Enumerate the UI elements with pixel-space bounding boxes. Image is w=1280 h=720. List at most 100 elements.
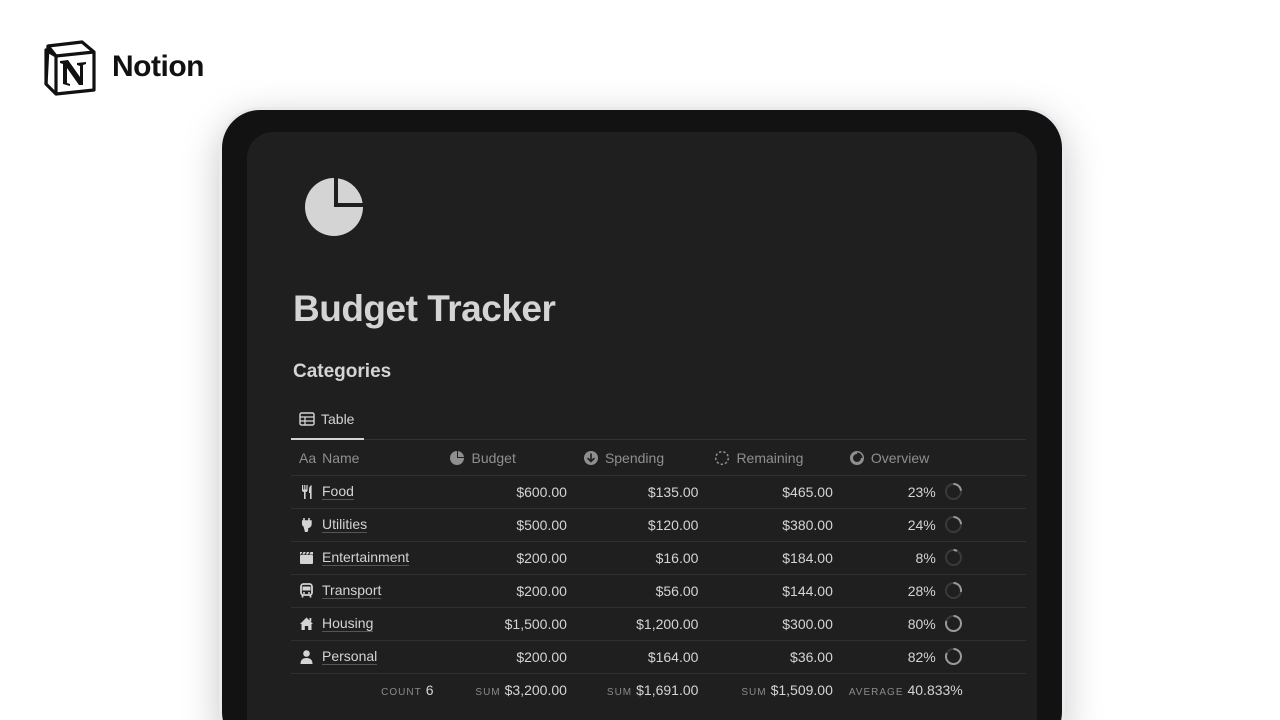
footer-remaining-sum[interactable]: SUM $1,509.00 <box>741 682 833 699</box>
row-name[interactable]: Housing <box>322 615 374 632</box>
column-header-remaining[interactable]: Remaining <box>706 441 841 476</box>
cell-spending[interactable]: $135.00 <box>574 475 707 509</box>
cell-empty <box>970 574 1026 608</box>
cell-overview[interactable]: 23% <box>840 475 971 509</box>
column-header-name[interactable]: Aa Name <box>291 441 442 476</box>
cell-overview[interactable]: 8% <box>840 541 971 575</box>
cell-empty <box>970 508 1026 542</box>
table-icon <box>299 412 315 426</box>
footer-count[interactable]: COUNT 6 <box>381 682 434 699</box>
view-tabs: Table <box>291 400 1026 440</box>
overview-percent: 28% <box>907 582 936 599</box>
person-icon <box>300 650 313 664</box>
bus-icon <box>300 583 313 598</box>
pie-chart-icon <box>305 178 363 236</box>
footer-empty <box>971 673 1026 707</box>
row-name[interactable]: Entertainment <box>322 549 410 566</box>
cell-spending[interactable]: $164.00 <box>574 640 707 674</box>
cell-overview[interactable]: 28% <box>840 574 971 608</box>
table-header-row: Aa Name Budget <box>291 441 1026 476</box>
column-header-spending[interactable]: Spending <box>574 441 707 476</box>
cell-budget[interactable]: $200.00 <box>441 574 575 608</box>
footer-budget-sum[interactable]: SUM $3,200.00 <box>475 682 567 699</box>
progress-ring-icon <box>849 450 864 465</box>
cell-overview[interactable]: 82% <box>840 640 971 674</box>
footer-spending-sum[interactable]: SUM $1,691.00 <box>606 682 699 699</box>
house-icon <box>300 617 313 630</box>
plug-icon <box>302 518 312 532</box>
column-header-empty <box>970 441 1026 476</box>
cell-empty <box>970 541 1026 575</box>
cell-budget[interactable]: $200.00 <box>441 640 575 674</box>
column-label: Budget <box>471 449 516 466</box>
row-name[interactable]: Food <box>322 483 354 500</box>
tablet-frame: Budget Tracker Categories Table Aa <box>222 110 1062 720</box>
footer-overview-average[interactable]: AVERAGE 40.833% <box>848 682 963 699</box>
section-title: Categories <box>293 361 392 382</box>
row-name[interactable]: Personal <box>322 648 378 665</box>
categories-table: Aa Name Budget <box>291 441 1026 707</box>
cell-spending[interactable]: $120.00 <box>574 508 707 542</box>
progress-ring <box>944 516 962 533</box>
cell-remaining[interactable]: $465.00 <box>706 475 841 509</box>
cell-name[interactable]: Personal <box>291 640 442 674</box>
cell-empty <box>970 640 1026 674</box>
notion-logo-icon <box>44 40 96 96</box>
tab-table[interactable]: Table <box>291 400 364 440</box>
column-label: Overview <box>870 449 930 466</box>
cell-name[interactable]: Transport <box>291 574 442 608</box>
cell-remaining[interactable]: $184.00 <box>706 541 841 575</box>
pie-chart-icon <box>450 450 465 465</box>
cell-spending[interactable]: $56.00 <box>574 574 707 608</box>
overview-percent: 8% <box>915 549 936 566</box>
notion-page: Budget Tracker Categories Table Aa <box>247 132 1037 720</box>
cell-budget[interactable]: $1,500.00 <box>441 607 575 641</box>
cell-name[interactable]: Utilities <box>291 508 442 542</box>
cell-budget[interactable]: $500.00 <box>441 508 575 542</box>
cell-empty <box>970 607 1026 641</box>
table-row[interactable]: Housing $1,500.00 $1,200.00 $300.00 80% <box>291 607 1026 641</box>
fork-knife-icon <box>302 485 312 499</box>
cell-budget[interactable]: $600.00 <box>441 475 575 509</box>
column-header-budget[interactable]: Budget <box>441 441 575 476</box>
cell-spending[interactable]: $1,200.00 <box>574 607 707 641</box>
progress-ring <box>944 582 962 599</box>
column-label: Remaining <box>736 449 804 466</box>
cell-spending[interactable]: $16.00 <box>574 541 707 575</box>
arrow-down-circle-icon <box>583 450 598 465</box>
cell-name[interactable]: Entertainment <box>291 541 442 575</box>
row-name[interactable]: Transport <box>322 582 382 599</box>
cell-name[interactable]: Housing <box>291 607 442 641</box>
table-row[interactable]: Food $600.00 $135.00 $465.00 23% <box>291 475 1026 509</box>
table-row[interactable]: Utilities $500.00 $120.00 $380.00 24% <box>291 508 1026 542</box>
column-label: Spending <box>604 449 665 466</box>
cell-remaining[interactable]: $144.00 <box>706 574 841 608</box>
row-name[interactable]: Utilities <box>322 516 368 533</box>
progress-ring <box>944 648 962 665</box>
page-title: Budget Tracker <box>293 288 556 329</box>
cell-overview[interactable]: 80% <box>840 607 971 641</box>
column-header-overview[interactable]: Overview <box>840 441 971 476</box>
table-row[interactable]: Entertainment $200.00 $16.00 $184.00 8% <box>291 541 1026 575</box>
clapperboard-icon <box>300 551 313 564</box>
progress-ring <box>944 615 962 632</box>
cell-remaining[interactable]: $36.00 <box>706 640 841 674</box>
text-property-icon: Aa <box>299 449 317 466</box>
dashed-circle-icon <box>715 450 730 465</box>
progress-ring <box>944 549 962 566</box>
cell-overview[interactable]: 24% <box>840 508 971 542</box>
overview-percent: 80% <box>907 615 936 632</box>
overview-percent: 24% <box>907 516 936 533</box>
brand-name: Notion <box>112 50 204 83</box>
cell-name[interactable]: Food <box>291 475 442 509</box>
overview-percent: 23% <box>907 483 936 500</box>
table-row[interactable]: Personal $200.00 $164.00 $36.00 82% <box>291 640 1026 674</box>
cell-budget[interactable]: $200.00 <box>441 541 575 575</box>
brand: Notion <box>42 38 204 96</box>
tab-label: Table <box>321 411 355 427</box>
cell-remaining[interactable]: $380.00 <box>706 508 841 542</box>
cell-remaining[interactable]: $300.00 <box>706 607 841 641</box>
table-row[interactable]: Transport $200.00 $56.00 $144.00 28% <box>291 574 1026 608</box>
cell-empty <box>970 475 1026 509</box>
column-label: Name <box>322 449 360 466</box>
